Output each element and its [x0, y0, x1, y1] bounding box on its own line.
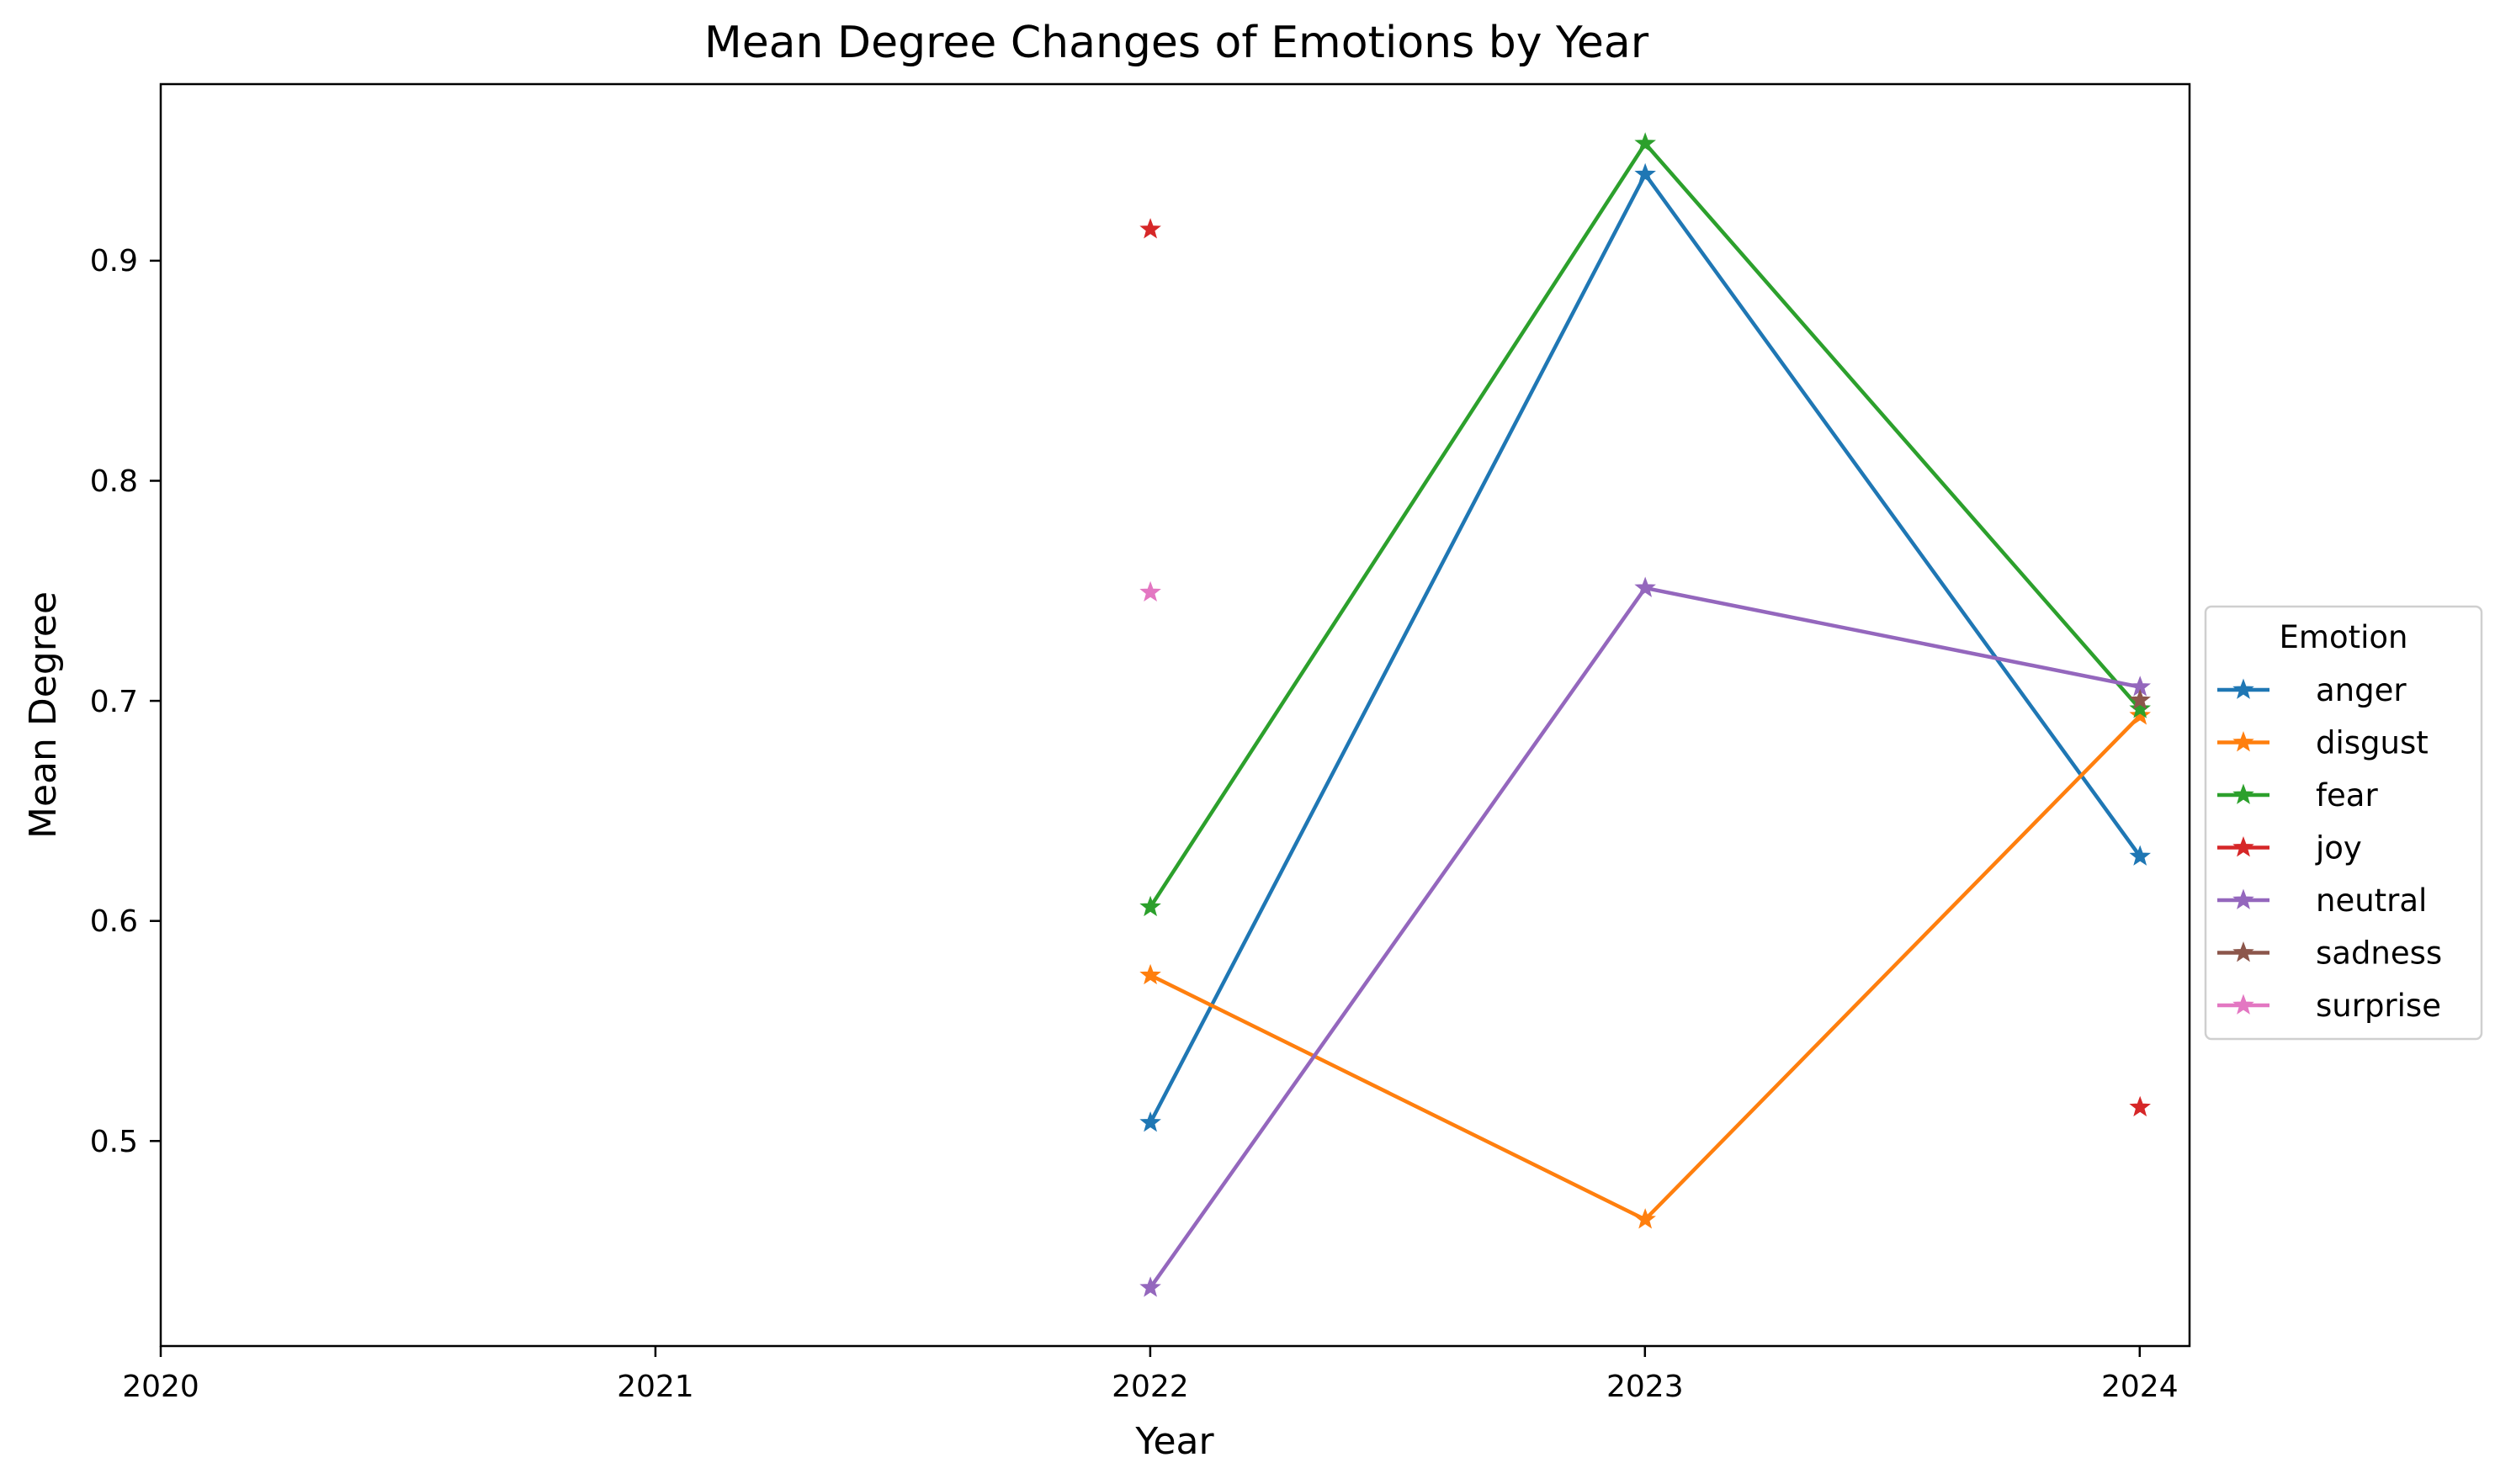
legend-item-surprise: surprise [2217, 988, 2441, 1024]
legend-marker-anger [2232, 678, 2254, 699]
legend-marker-fear [2232, 783, 2254, 804]
legend-label-joy: joy [2315, 830, 2362, 867]
data-point-anger [1634, 162, 1656, 184]
x-tick-label: 2024 [2101, 1370, 2179, 1404]
legend-item-anger: anger [2217, 672, 2407, 708]
series-surprise [1139, 580, 1161, 602]
series-joy [1139, 218, 2151, 1117]
series-fear [1139, 132, 2151, 917]
legend-label-neutral: neutral [2316, 882, 2427, 919]
legend-marker-joy [2232, 836, 2254, 857]
data-point-anger [2129, 845, 2151, 866]
data-point-sadness [2129, 688, 2151, 710]
x-tick-label: 2023 [1606, 1370, 1684, 1404]
legend-marker-disgust [2232, 731, 2254, 752]
data-point-joy [2129, 1095, 2151, 1117]
y-tick-label: 0.7 [90, 685, 138, 719]
x-tick-label: 2020 [122, 1370, 199, 1404]
legend-marker-neutral [2232, 888, 2254, 909]
data-point-neutral [1634, 576, 1656, 597]
legend-label-surprise: surprise [2316, 988, 2441, 1024]
y-axis-title: Mean Degree [22, 591, 65, 839]
chart-title: Mean Degree Changes of Emotions by Year [704, 18, 1649, 68]
data-point-joy [1139, 218, 1161, 239]
series-anger [1139, 162, 2151, 1132]
plot-series [1139, 132, 2151, 1297]
legend-item-disgust: disgust [2217, 725, 2429, 761]
y-tick-label: 0.8 [90, 464, 138, 499]
series-neutral [1139, 576, 2151, 1297]
data-point-fear [1634, 132, 1656, 153]
x-tick-label: 2022 [1112, 1370, 1189, 1404]
y-tick-label: 0.9 [90, 244, 138, 278]
data-point-fear [2129, 697, 2151, 718]
x-tick-label: 2021 [617, 1370, 694, 1404]
legend-frame [2204, 605, 2483, 1041]
legend-items: anger disgust fear joy neutral sadness surpris… [2217, 672, 2442, 1024]
legend-label-disgust: disgust [2316, 725, 2429, 761]
y-tick-label: 0.6 [90, 904, 138, 939]
data-point-surprise [1139, 580, 1161, 602]
data-point-disgust [1139, 963, 1161, 985]
data-point-fear [1139, 895, 1161, 917]
legend-item-fear: fear [2217, 777, 2378, 814]
legend-marker-sadness [2232, 941, 2254, 962]
legend-label-sadness: sadness [2316, 935, 2442, 972]
legend-item-joy: joy [2217, 830, 2362, 867]
x-axis-title: Year [1134, 1420, 1214, 1463]
data-point-neutral [1139, 1276, 1161, 1297]
legend: Emotion anger disgust fear joy neutral sadnes… [2204, 605, 2483, 1041]
x-axis: 2020 2021 2022 2023 2024 Year [122, 1346, 2179, 1463]
data-point-anger [1139, 1111, 1161, 1132]
legend-label-anger: anger [2316, 672, 2407, 708]
data-point-disgust [2129, 704, 2151, 725]
y-tick-label: 0.5 [90, 1125, 138, 1159]
series-sadness [2129, 688, 2151, 710]
data-point-disgust [1634, 1208, 1656, 1229]
legend-item-sadness: sadness [2217, 935, 2442, 972]
plot-frame [159, 82, 2191, 1348]
y-axis: 0.5 0.6 0.7 0.8 0.9 Mean Degree [22, 244, 161, 1159]
legend-title: Emotion [2280, 619, 2408, 655]
legend-item-neutral: neutral [2217, 882, 2427, 919]
legend-label-fear: fear [2316, 777, 2378, 814]
legend-marker-surprise [2232, 994, 2254, 1015]
